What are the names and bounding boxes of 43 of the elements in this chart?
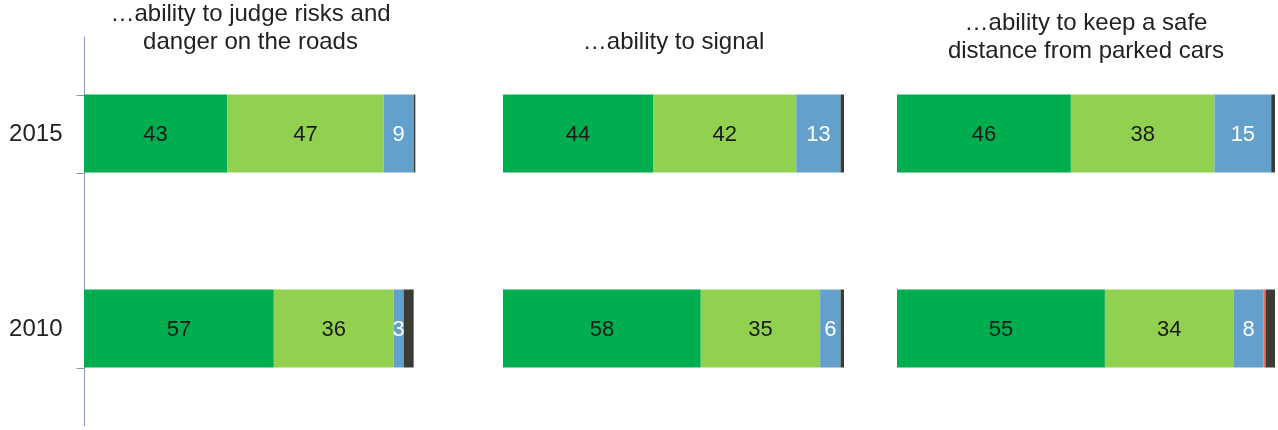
- bar: [897, 289, 1105, 368]
- data-label: 36: [321, 315, 346, 341]
- bar: [1271, 94, 1275, 173]
- bar: [84, 94, 228, 173]
- bar: [820, 289, 841, 368]
- bar: [273, 289, 394, 368]
- bar: [503, 94, 654, 173]
- data-label: 13: [806, 120, 831, 146]
- bar: [84, 289, 274, 368]
- bar: [700, 289, 821, 368]
- bar: [897, 94, 1071, 173]
- bar: [1233, 289, 1264, 368]
- data-label: 43: [143, 120, 168, 146]
- bar: [383, 94, 414, 173]
- bar: [403, 289, 414, 368]
- data-label: 38: [1130, 120, 1155, 146]
- bar: [1214, 94, 1272, 173]
- bar: [1104, 289, 1234, 368]
- data-label: 35: [748, 315, 773, 341]
- data-label: 8: [1242, 315, 1255, 341]
- data-label: 44: [565, 120, 591, 146]
- y-tick-label: 2010: [9, 314, 63, 341]
- data-label: 6: [824, 315, 837, 341]
- chart-title: …ability to signal: [582, 27, 765, 54]
- bar: [1265, 289, 1275, 368]
- data-label: 3: [392, 315, 405, 341]
- text: …ability to keep a safe distance from parked cars: [947, 8, 1225, 63]
- data-label: 34: [1156, 315, 1182, 341]
- data-label: 9: [392, 120, 405, 146]
- bar: [653, 94, 797, 173]
- data-label: 15: [1230, 120, 1256, 146]
- data-label: 42: [712, 120, 737, 146]
- y-tick-label: 2015: [9, 119, 63, 146]
- bar: [227, 94, 384, 173]
- data-label: 47: [293, 120, 318, 146]
- chart-title: …ability to judge risks and danger on the roads: [110, 0, 391, 54]
- data-label: 57: [166, 315, 192, 341]
- bar: [503, 289, 701, 368]
- data-label: 55: [988, 315, 1014, 341]
- data-label: 46: [971, 120, 997, 146]
- data-label: 58: [589, 315, 615, 341]
- bar: [1070, 94, 1215, 173]
- bar: [796, 94, 841, 173]
